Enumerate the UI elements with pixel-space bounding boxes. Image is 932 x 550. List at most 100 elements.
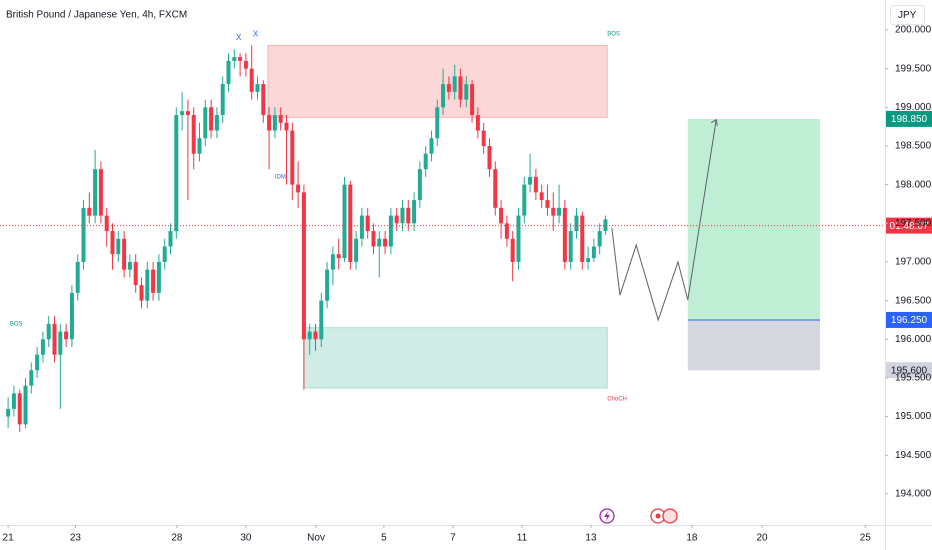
candle-body [69, 292, 74, 340]
candle-body [568, 231, 573, 262]
candle-body [493, 169, 498, 208]
candle-body [475, 115, 480, 131]
y-tick-label: 199.500 [895, 63, 932, 74]
candle-body [232, 57, 237, 61]
candle-body [446, 84, 451, 92]
candle-body [597, 231, 602, 247]
candle-body [435, 107, 440, 139]
event-icon [662, 508, 678, 524]
candle-body [243, 60, 248, 69]
candle-body [359, 215, 364, 239]
candle-body [35, 354, 40, 371]
zone [303, 327, 608, 389]
candle-body [528, 176, 533, 185]
overlays: 01:48:07 BOS X X BOS IDM ChoCH 198.850 196.250 19… [0, 30, 932, 402]
x-tick-label: 21 [3, 533, 15, 544]
y-tick-label: 200.000 [895, 25, 932, 36]
candle-body [336, 254, 341, 259]
candle-body [452, 76, 457, 92]
candle-body [586, 258, 591, 262]
x-tick-label: 30 [240, 533, 252, 544]
candle-body [394, 215, 399, 224]
candle-body [6, 408, 11, 417]
y-tick-label: 197.500 [895, 218, 932, 229]
countdown-badge [886, 217, 932, 234]
projection-path [611, 119, 717, 322]
candle-body [365, 215, 370, 232]
event-icon-glyph [604, 511, 610, 521]
candle-body [110, 231, 115, 255]
candle-body [40, 339, 45, 355]
candle-body [458, 76, 463, 100]
candle-body [98, 169, 103, 216]
price-badge-label: 195.600 [891, 365, 928, 376]
x-tick-label: 20 [756, 533, 768, 544]
candle-body [284, 122, 289, 131]
candle-body [52, 323, 57, 355]
candle-body [551, 207, 556, 216]
y-tick-label: 197.000 [895, 257, 932, 268]
axes: 194.000 194.500 195.000 195.500 196.000 196.5… [3, 25, 932, 544]
y-tick-label: 198.000 [895, 179, 932, 190]
candle-body [127, 261, 132, 270]
candle-body [377, 238, 382, 247]
candle-body [23, 385, 28, 425]
candle-body [487, 145, 492, 170]
candle-body [29, 370, 34, 386]
candle-body [226, 60, 231, 85]
candle-body [58, 331, 63, 355]
price-badge-label: 196.250 [891, 315, 928, 326]
candle-body [296, 184, 301, 193]
candle-body [191, 115, 196, 154]
candle-body [17, 393, 22, 425]
y-tick-label: 194.000 [895, 489, 932, 500]
x-tick-label: 25 [860, 533, 872, 544]
x-tick-label: 18 [686, 533, 698, 544]
candle-body [354, 238, 359, 262]
candle-body [319, 300, 324, 340]
candle-body [272, 115, 277, 131]
candle-body [64, 331, 69, 340]
candle-body [464, 84, 469, 100]
x-tick-label: Nov [307, 533, 325, 544]
candle-body [406, 207, 411, 224]
annotation: ChoCH [607, 396, 627, 402]
candle-body [388, 215, 393, 247]
chart-title: British Pound / Japanese Yen, 4h, FXCM [6, 10, 187, 21]
event-icon-glyph [655, 513, 661, 519]
candle-body [87, 207, 92, 216]
candle-body [325, 269, 330, 301]
candle-body [580, 215, 585, 262]
candle-body [174, 115, 179, 232]
price-badge-label: 198.850 [891, 114, 928, 125]
y-tick-label: 199.000 [895, 102, 932, 113]
candle-body [470, 84, 475, 116]
candle-body [209, 107, 214, 131]
candle-body [220, 84, 225, 116]
candle-body [75, 261, 80, 293]
candle-body [122, 238, 127, 270]
candle-body [330, 254, 335, 270]
candle-body [203, 107, 208, 139]
candle-body [499, 207, 504, 224]
currency-button[interactable] [890, 5, 925, 25]
candle-body [116, 238, 121, 255]
candle-body [504, 223, 509, 239]
candle-body [510, 238, 515, 262]
price-badge [886, 362, 932, 379]
candle-body [371, 231, 376, 247]
stop-zone [687, 319, 821, 371]
candle-body [533, 176, 538, 193]
candle-body [539, 192, 544, 201]
x-tick-label: 5 [381, 533, 387, 544]
candle-body [180, 111, 185, 116]
candle-body [156, 261, 161, 293]
x-tick-label: 28 [171, 533, 183, 544]
annotation: BOS [10, 321, 23, 327]
candle-body [145, 269, 150, 301]
candle-body [267, 115, 272, 131]
candle-body [400, 207, 405, 224]
price-badge [886, 311, 932, 328]
candle-body [81, 207, 86, 262]
